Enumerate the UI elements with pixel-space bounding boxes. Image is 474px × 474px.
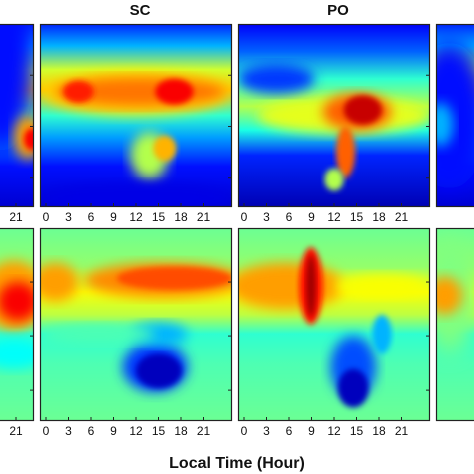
heatmap-cell-2-5 [238, 64, 315, 94]
x-tick-label: 21 [395, 210, 409, 224]
heatmap-cell-6-0 [238, 262, 344, 310]
heatmap-panel-bottom-2 [238, 228, 430, 421]
heatmap-cell-5-5 [130, 322, 188, 346]
x-tick-label: 9 [110, 210, 117, 224]
heatmap-background [40, 228, 232, 421]
x-tick-label: 21 [395, 424, 409, 438]
x-tick-label: 15 [152, 210, 166, 224]
column-title-sc: SC [130, 2, 151, 19]
x-tick-label: 15 [350, 210, 364, 224]
x-tick-label: 21 [197, 210, 211, 224]
x-tick-label: 9 [308, 424, 315, 438]
heatmap-panels [0, 23, 474, 422]
x-tick-label: 21 [9, 424, 23, 438]
x-tick-label: 18 [372, 424, 386, 438]
x-tick-labels: 21 0 3 6 9 12 15 18 21 0 3 6 9 12 15 18 21 21 0 3 6 9 12 15 18 21… [9, 210, 408, 438]
heatmap-panel-bottom-1 [40, 228, 232, 421]
heatmap-background [238, 228, 430, 421]
x-tick-label: 3 [263, 424, 270, 438]
x-tick-label: 3 [65, 210, 72, 224]
x-tick-label: 12 [327, 424, 341, 438]
heatmap-panel-bottom-0 [0, 228, 34, 421]
heatmap-cell-1-3 [155, 78, 194, 105]
x-tick-label: 21 [197, 424, 211, 438]
heatmap-cell-6-4 [337, 368, 369, 408]
x-tick-label: 18 [372, 210, 386, 224]
heatmap-cell-6-2 [306, 255, 316, 317]
x-tick-label: 3 [263, 210, 270, 224]
heatmap-panel-bottom-3 [436, 228, 474, 421]
heatmap-cell-5-0 [40, 262, 79, 302]
heatmap-panel-top-2 [238, 24, 430, 207]
heatmap-cell-1-2 [63, 80, 94, 103]
x-tick-label: 9 [308, 210, 315, 224]
x-tick-label: 6 [88, 424, 95, 438]
heatmap-cell-0-2 [24, 128, 34, 151]
x-tick-label: 12 [129, 210, 143, 224]
x-axis-title: Local Time (Hour) [169, 455, 305, 472]
heatmap-cell-1-5 [153, 135, 177, 162]
panel-frame [435, 227, 474, 422]
x-tick-label: 0 [241, 424, 248, 438]
x-tick-label: 0 [43, 210, 50, 224]
heatmap-cell-2-2 [343, 95, 382, 125]
x-tick-label: 18 [174, 210, 188, 224]
heatmap-cell-5-2 [116, 266, 232, 290]
heatmap-cell-5-6 [40, 324, 156, 344]
panel-frame [435, 23, 474, 208]
panel-frame [0, 23, 35, 208]
x-tick-label: 9 [110, 424, 117, 438]
heatmap-cell-7-1 [436, 276, 463, 315]
x-tick-label: 3 [65, 424, 72, 438]
x-tick-label: 15 [152, 424, 166, 438]
heatmap-cell-3-1 [436, 102, 454, 147]
panel-frame [0, 227, 35, 422]
heatmap-cell-2-3 [335, 126, 356, 178]
x-tick-label: 15 [350, 424, 364, 438]
x-tick-label: 6 [286, 424, 293, 438]
x-tick-label: 18 [174, 424, 188, 438]
heatmap-cell-6-5 [372, 314, 392, 354]
heatmap-cell-6-6 [334, 274, 430, 298]
x-tick-label: 12 [129, 424, 143, 438]
x-tick-label: 6 [286, 210, 293, 224]
heatmap-cell-2-4 [324, 168, 344, 191]
x-tick-label: 0 [43, 424, 50, 438]
heatmap-panel-top-1 [40, 24, 232, 207]
column-title-po: PO [327, 2, 349, 19]
heatmap-cell-1-6 [40, 183, 232, 207]
x-tick-label: 0 [241, 210, 248, 224]
heatmap-cell-4-2 [0, 338, 34, 369]
heatmap-panel-top-3 [436, 24, 474, 207]
x-tick-label: 6 [88, 210, 95, 224]
heatmap-panel-top-0 [0, 24, 34, 207]
x-tick-label: 12 [327, 210, 341, 224]
heatmap-cell-5-4 [136, 353, 183, 389]
x-tick-label: 21 [9, 210, 23, 224]
heatmap-cell-3-0 [436, 42, 474, 189]
heatmap-cell-4-1 [0, 282, 34, 321]
